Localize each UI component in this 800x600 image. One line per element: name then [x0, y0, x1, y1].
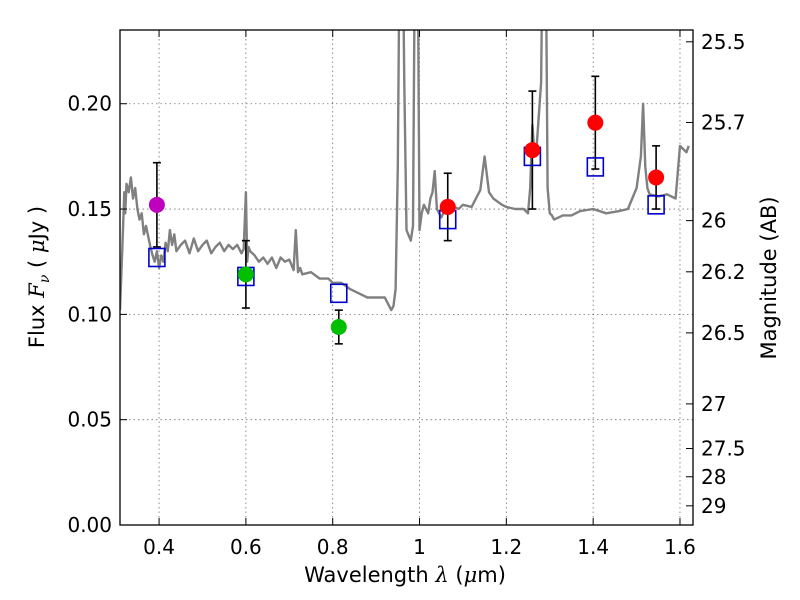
- y-tick-label: 0.00: [67, 513, 112, 537]
- x-tick-label: 1.4: [577, 535, 609, 559]
- y-axis-label: Flux Fν ( μJy ): [25, 206, 53, 348]
- observed-flux-point: [439, 198, 456, 215]
- observed-flux-point: [237, 266, 254, 283]
- y2-axis-label: Magnitude (AB): [757, 196, 781, 359]
- y-tick-label: 0.20: [67, 92, 112, 116]
- plot-layer: [120, 30, 690, 345]
- model-flux-marker: [329, 283, 348, 304]
- axes-layer: 0.4 0.6 0.8 1 1.2 1.4 1.6 0.00 0.05 0.10 0.15 0.20 2…: [67, 29, 746, 559]
- y2-tick-label: 25.5: [701, 30, 746, 54]
- y2-tick-label: 26.2: [701, 260, 746, 284]
- x-tick-label: 0.8: [317, 535, 349, 559]
- x-tick-label: 1: [413, 535, 426, 559]
- y2-tick-label: 26.5: [701, 321, 746, 345]
- y2-tick-label: 28: [701, 465, 726, 489]
- y2-tick-label: 29: [701, 494, 726, 518]
- y2-tick-label: 26: [701, 209, 726, 233]
- x-tick-label: 1.2: [490, 535, 522, 559]
- observed-flux-point: [648, 169, 665, 186]
- observed-flux-point: [587, 114, 604, 131]
- observed-flux-point: [330, 319, 347, 335]
- y2-tick-label: 27: [701, 392, 726, 416]
- y2-tick-label: 27.5: [701, 437, 746, 461]
- y2-tick-label: 25.7: [701, 110, 746, 134]
- y-tick-label: 0.15: [67, 197, 112, 221]
- x-axis-label: Wavelength λ (μm): [304, 563, 506, 587]
- grid-layer: [120, 30, 693, 526]
- x-tick-label: 1.6: [664, 535, 696, 559]
- y-tick-label: 0.10: [67, 302, 112, 326]
- model-flux-marker: [148, 247, 166, 268]
- sed-model-line: [120, 30, 690, 312]
- x-tick-label: 0.6: [230, 535, 262, 559]
- plot-frame: [119, 29, 694, 526]
- y-tick-label: 0.05: [67, 408, 112, 432]
- observed-flux-point: [148, 196, 165, 213]
- x-tick-label: 0.4: [143, 535, 175, 559]
- model-flux-marker: [586, 157, 605, 177]
- model-flux-marker: [647, 195, 665, 215]
- observed-flux-point: [524, 142, 541, 159]
